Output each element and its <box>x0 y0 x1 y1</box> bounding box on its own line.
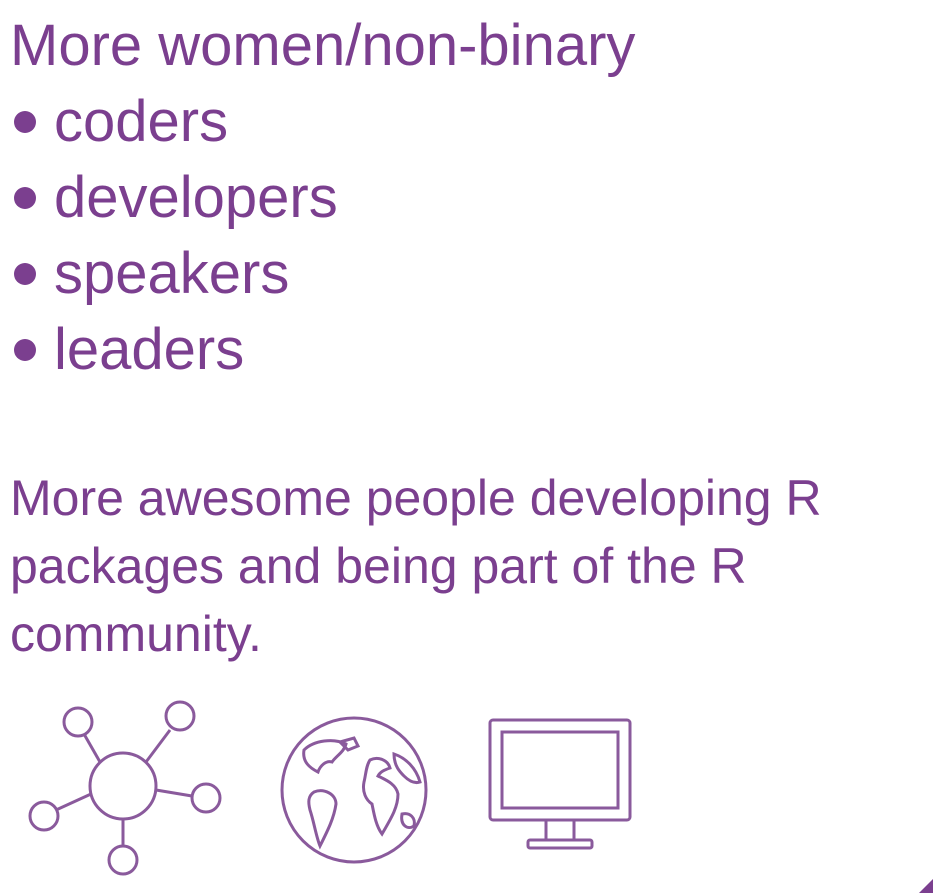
list-item: coders <box>10 84 338 160</box>
bullet-label: speakers <box>54 241 290 306</box>
list-item: leaders <box>10 312 338 388</box>
bullet-list: coders developers speakers leaders <box>10 84 338 388</box>
bullet-label: developers <box>54 165 338 230</box>
bullet-dot <box>14 111 36 133</box>
bullet-dot <box>14 339 36 361</box>
slide-paragraph: More awesome people developing R package… <box>10 470 822 662</box>
globe-icon <box>280 716 428 864</box>
list-item: speakers <box>10 236 338 312</box>
network-icon <box>28 700 222 876</box>
monitor-icon <box>488 718 632 850</box>
icon-row <box>0 690 933 890</box>
list-item: developers <box>10 160 338 236</box>
bullet-label: leaders <box>54 317 245 382</box>
corner-accent <box>919 879 933 893</box>
slide-heading: More women/non-binary <box>10 13 636 78</box>
bullet-dot <box>14 187 36 209</box>
bullet-dot <box>14 263 36 285</box>
bullet-label: coders <box>54 89 229 154</box>
